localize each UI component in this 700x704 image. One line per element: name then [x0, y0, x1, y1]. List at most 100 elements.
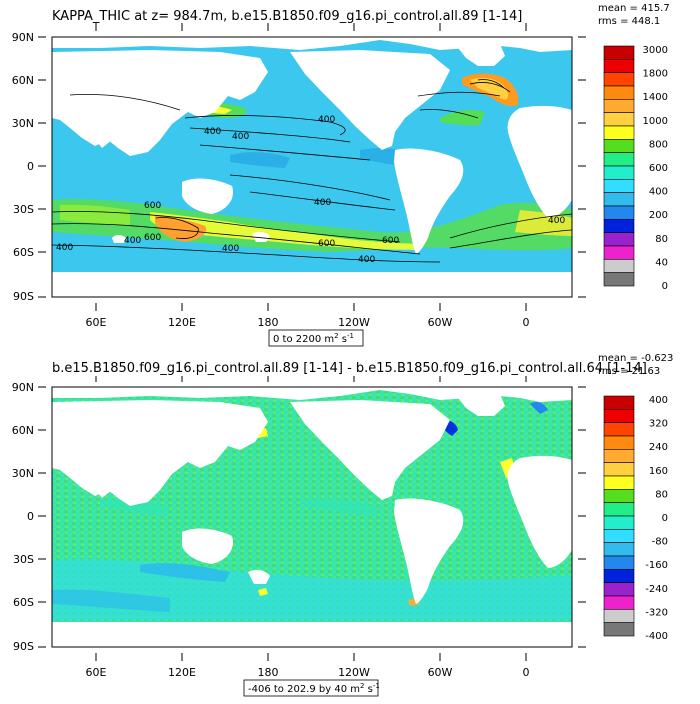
colorbar-swatch [603, 435, 635, 450]
colorbar-swatch [603, 542, 635, 557]
lon-label: 60E [86, 666, 107, 679]
lon-axis-top: 60E 120E 180 120W 60W 0 [86, 316, 530, 329]
colorbar-swatch [603, 609, 635, 623]
colorbar-label: -320 [645, 607, 668, 618]
map-bottom [51, 386, 573, 648]
lat-axis-bottom: 90N 60N 30N 0 30S 60S 90S [12, 381, 34, 653]
colorbar-label: 320 [649, 419, 668, 430]
colorbar-label: -80 [652, 537, 668, 548]
lat-label: 60S [13, 246, 34, 259]
lon-label: 0 [523, 316, 530, 329]
colorbar-label: 1000 [643, 116, 668, 127]
contour-label: 400 [124, 236, 141, 246]
lon-label: 120W [338, 316, 370, 329]
colorbar-swatch [603, 45, 635, 60]
colorbar-swatch [603, 232, 635, 247]
colorbar-swatch [603, 395, 635, 410]
colorbar-label: 3000 [643, 45, 668, 56]
colorbar-swatch [603, 489, 635, 503]
colorbar-swatch [603, 569, 635, 583]
lat-axis-top: 90N 60N 30N 0 30S 60S 90S [12, 31, 34, 303]
lat-ticks-top [38, 36, 586, 298]
colorbar-label: -160 [645, 560, 668, 571]
panel-bottom: b.e15.B1850.f09_g16.pi_control.all.89 [1… [12, 353, 673, 697]
colorbar-swatch [603, 622, 635, 637]
colorbar-label: 400 [649, 187, 668, 198]
colorbar-swatch [603, 475, 635, 490]
colorbar-swatch [603, 139, 635, 153]
contour-label: 600 [318, 239, 335, 249]
lat-label: 30S [13, 203, 34, 216]
contour-label: 400 [204, 127, 221, 137]
colorbar-swatch [603, 125, 635, 140]
colorbar-swatch [603, 72, 635, 87]
lon-label: 60W [428, 666, 453, 679]
colorbar-swatch [603, 192, 635, 207]
contour-label: 600 [144, 201, 161, 211]
colorbar-swatch [603, 515, 635, 530]
colorbar-swatch [603, 595, 635, 610]
map-top: 400 400 400 600 400 400 600 600 400 400 … [51, 36, 573, 298]
lon-label: 180 [258, 666, 279, 679]
lat-label: 90S [13, 290, 34, 303]
range-box-top: 0 to 2200 m2 s-1 [268, 329, 364, 347]
colorbar-swatch [603, 582, 635, 597]
lat-label: 30S [13, 553, 34, 566]
colorbar-label: 40 [655, 257, 668, 268]
colorbar-label: 80 [655, 234, 668, 245]
lat-label: 30N [12, 467, 34, 480]
colorbar-swatch [603, 179, 635, 193]
contour-labels-top: 400 400 400 600 400 400 600 600 400 400 … [56, 115, 565, 265]
contour-label: 600 [144, 233, 161, 243]
lat-label: 30N [12, 117, 34, 130]
lat-label: 0 [27, 160, 34, 173]
contour-label: 400 [222, 244, 239, 254]
panel-top-mean: mean = 415.7 [598, 3, 670, 14]
lon-label: 120E [168, 316, 196, 329]
lon-axis-bottom: 60E 120E 180 120W 60W 0 [86, 666, 530, 679]
colorbar-swatch [603, 99, 635, 113]
contours-top [51, 79, 573, 263]
panel-bottom-rms: rms = 21.63 [598, 366, 660, 377]
colorbar-swatch [603, 245, 635, 260]
colorbar-label: 1800 [643, 69, 668, 80]
colorbar-label: 800 [649, 139, 668, 150]
range-label: -406 to 202.9 by 40 m2 s-1 [248, 682, 380, 695]
lat-ticks-bottom [38, 386, 586, 648]
range-label: 0 to 2200 m2 s-1 [273, 332, 354, 345]
colorbar-swatch [603, 422, 635, 437]
colorbar-swatch [603, 272, 635, 287]
colorbar-swatch [603, 165, 635, 180]
contour-label: 400 [358, 255, 375, 265]
map-frame [51, 36, 573, 298]
colorbar-label: 240 [649, 442, 668, 453]
lon-ticks-top [95, 23, 527, 311]
colorbar-swatch [603, 219, 635, 233]
panel-top-title: KAPPA_THIC at z= 984.7m, b.e15.B1850.f09… [52, 9, 522, 24]
lon-label: 180 [258, 316, 279, 329]
colorbar-label: -400 [645, 631, 668, 642]
lat-label: 90N [12, 31, 34, 44]
colorbar-swatch [603, 59, 635, 73]
colorbar-bottom: 400 320 240 160 80 0 -80 -160 -240 -320 -400 [603, 395, 668, 642]
map-frame [51, 386, 573, 648]
colorbar-label: 80 [655, 489, 668, 500]
range-box-bottom: -406 to 202.9 by 40 m2 s-1 [243, 679, 380, 697]
lat-label: 60S [13, 596, 34, 609]
lon-label: 0 [523, 666, 530, 679]
colorbar-swatch [603, 462, 635, 477]
land-bottom [52, 387, 572, 647]
colorbar-swatch [603, 112, 635, 127]
colorbar-swatch [603, 409, 635, 423]
colorbar-swatch [603, 85, 635, 100]
colorbar-label: 1400 [643, 92, 668, 103]
colorbar-swatch [603, 152, 635, 167]
colorbar-swatch [603, 529, 635, 543]
lat-label: 0 [27, 510, 34, 523]
colorbar-label: 400 [649, 395, 668, 406]
contour-label: 400 [314, 198, 331, 208]
panel-top: KAPPA_THIC at z= 984.7m, b.e15.B1850.f09… [12, 3, 670, 347]
contour-label: 600 [382, 236, 399, 246]
